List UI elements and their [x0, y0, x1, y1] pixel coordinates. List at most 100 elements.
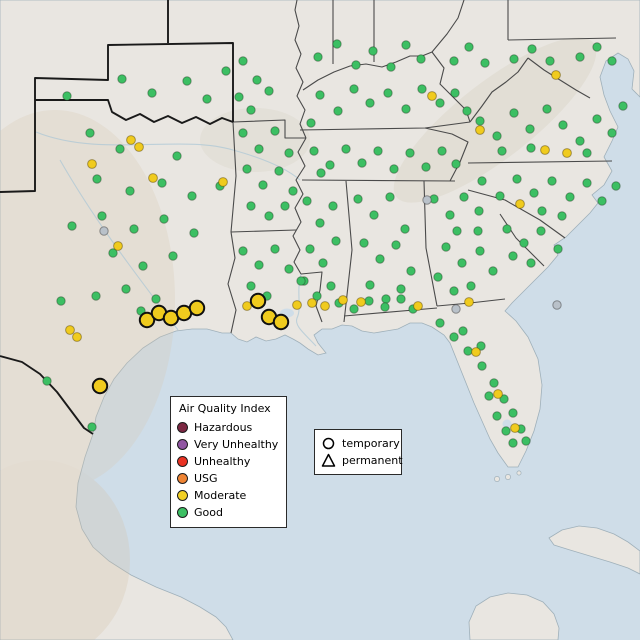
monitor-good-permanent[interactable]: [529, 188, 539, 198]
monitor-good-permanent[interactable]: [365, 280, 375, 290]
monitor-good-permanent[interactable]: [473, 226, 483, 236]
monitor-good-permanent[interactable]: [480, 58, 490, 68]
monitor-good-permanent[interactable]: [484, 391, 494, 401]
monitor-good-permanent[interactable]: [416, 54, 426, 64]
monitor-good-permanent[interactable]: [270, 244, 280, 254]
monitor-good-permanent[interactable]: [502, 224, 512, 234]
monitor-good-permanent[interactable]: [385, 192, 395, 202]
monitor-good-permanent[interactable]: [246, 201, 256, 211]
monitor-good-permanent[interactable]: [97, 211, 107, 221]
monitor-good-permanent[interactable]: [341, 144, 351, 154]
monitor-good-permanent[interactable]: [396, 294, 406, 304]
monitor-good-permanent[interactable]: [264, 86, 274, 96]
monitor-moderate-permanent[interactable]: [562, 148, 572, 158]
monitor-good-permanent[interactable]: [306, 118, 316, 128]
monitor-good-permanent[interactable]: [475, 116, 485, 126]
monitor-good-permanent[interactable]: [435, 318, 445, 328]
monitor-good-permanent[interactable]: [537, 206, 547, 216]
monitor-good-permanent[interactable]: [258, 180, 268, 190]
monitor-moderate-permanent[interactable]: [72, 332, 82, 342]
monitor-good-permanent[interactable]: [525, 124, 535, 134]
monitor-good-permanent[interactable]: [558, 120, 568, 130]
monitor-moderate-temporary[interactable]: [272, 313, 290, 331]
monitor-good-permanent[interactable]: [221, 66, 231, 76]
monitor-moderate-permanent[interactable]: [510, 423, 520, 433]
monitor-good-permanent[interactable]: [373, 146, 383, 156]
monitor-good-permanent[interactable]: [400, 224, 410, 234]
monitor-good-permanent[interactable]: [466, 281, 476, 291]
monitor-good-permanent[interactable]: [172, 151, 182, 161]
monitor-good-permanent[interactable]: [592, 42, 602, 52]
monitor-good-permanent[interactable]: [328, 201, 338, 211]
monitor-moderate-permanent[interactable]: [218, 177, 228, 187]
monitor-good-permanent[interactable]: [508, 408, 518, 418]
monitor-good-permanent[interactable]: [450, 88, 460, 98]
monitor-good-permanent[interactable]: [417, 84, 427, 94]
monitor-good-permanent[interactable]: [56, 296, 66, 306]
monitor-good-permanent[interactable]: [380, 302, 390, 312]
monitor-good-permanent[interactable]: [381, 294, 391, 304]
monitor-good-permanent[interactable]: [157, 178, 167, 188]
monitor-good-permanent[interactable]: [108, 248, 118, 258]
monitor-good-permanent[interactable]: [302, 196, 312, 206]
monitor-good-permanent[interactable]: [353, 194, 363, 204]
monitor-good-permanent[interactable]: [274, 166, 284, 176]
monitor-moderate-temporary[interactable]: [249, 292, 267, 310]
monitor-good-permanent[interactable]: [405, 148, 415, 158]
monitor-good-permanent[interactable]: [575, 136, 585, 146]
monitor-good-permanent[interactable]: [313, 52, 323, 62]
monitor-good-permanent[interactable]: [316, 168, 326, 178]
monitor-good-permanent[interactable]: [526, 143, 536, 153]
monitor-good-permanent[interactable]: [254, 144, 264, 154]
monitor-good-permanent[interactable]: [545, 56, 555, 66]
monitor-good-permanent[interactable]: [464, 42, 474, 52]
monitor-good-permanent[interactable]: [254, 260, 264, 270]
monitor-good-permanent[interactable]: [325, 160, 335, 170]
monitor-good-permanent[interactable]: [151, 294, 161, 304]
monitor-good-permanent[interactable]: [318, 258, 328, 268]
monitor-good-permanent[interactable]: [437, 146, 447, 156]
monitor-good-permanent[interactable]: [492, 131, 502, 141]
monitor-good-permanent[interactable]: [349, 84, 359, 94]
monitor-good-permanent[interactable]: [315, 218, 325, 228]
monitor-good-permanent[interactable]: [575, 52, 585, 62]
monitor-good-permanent[interactable]: [457, 258, 467, 268]
monitor-good-permanent[interactable]: [364, 296, 374, 306]
monitor-good-permanent[interactable]: [117, 74, 127, 84]
monitor-good-permanent[interactable]: [159, 214, 169, 224]
monitor-good-permanent[interactable]: [462, 106, 472, 116]
monitor-good-permanent[interactable]: [542, 104, 552, 114]
monitor-good-permanent[interactable]: [246, 281, 256, 291]
monitor-good-permanent[interactable]: [129, 224, 139, 234]
monitor-good-permanent[interactable]: [611, 181, 621, 191]
monitor-good-permanent[interactable]: [607, 128, 617, 138]
monitor-good-permanent[interactable]: [474, 206, 484, 216]
monitor-good-permanent[interactable]: [115, 144, 125, 154]
monitor-moderate-temporary[interactable]: [91, 377, 109, 395]
monitor-good-permanent[interactable]: [519, 238, 529, 248]
monitor-good-permanent[interactable]: [264, 211, 274, 221]
monitor-good-permanent[interactable]: [497, 146, 507, 156]
monitor-moderate-permanent[interactable]: [148, 173, 158, 183]
monitor-good-permanent[interactable]: [305, 244, 315, 254]
monitor-good-permanent[interactable]: [508, 438, 518, 448]
monitor-moderate-temporary[interactable]: [138, 311, 156, 329]
monitor-good-permanent[interactable]: [526, 258, 536, 268]
monitor-moderate-permanent[interactable]: [126, 135, 136, 145]
monitor-good-permanent[interactable]: [489, 378, 499, 388]
monitor-good-permanent[interactable]: [547, 176, 557, 186]
monitor-moderate-permanent[interactable]: [113, 241, 123, 251]
monitor-good-permanent[interactable]: [375, 254, 385, 264]
monitor-good-permanent[interactable]: [553, 244, 563, 254]
monitor-no-data-permanent[interactable]: [99, 226, 109, 236]
monitor-good-permanent[interactable]: [508, 251, 518, 261]
monitor-good-permanent[interactable]: [401, 104, 411, 114]
monitor-good-permanent[interactable]: [565, 192, 575, 202]
monitor-good-permanent[interactable]: [401, 40, 411, 50]
monitor-good-permanent[interactable]: [389, 164, 399, 174]
monitor-moderate-permanent[interactable]: [515, 199, 525, 209]
monitor-good-permanent[interactable]: [391, 240, 401, 250]
monitor-good-permanent[interactable]: [512, 174, 522, 184]
monitor-moderate-permanent[interactable]: [471, 347, 481, 357]
monitor-good-permanent[interactable]: [92, 174, 102, 184]
